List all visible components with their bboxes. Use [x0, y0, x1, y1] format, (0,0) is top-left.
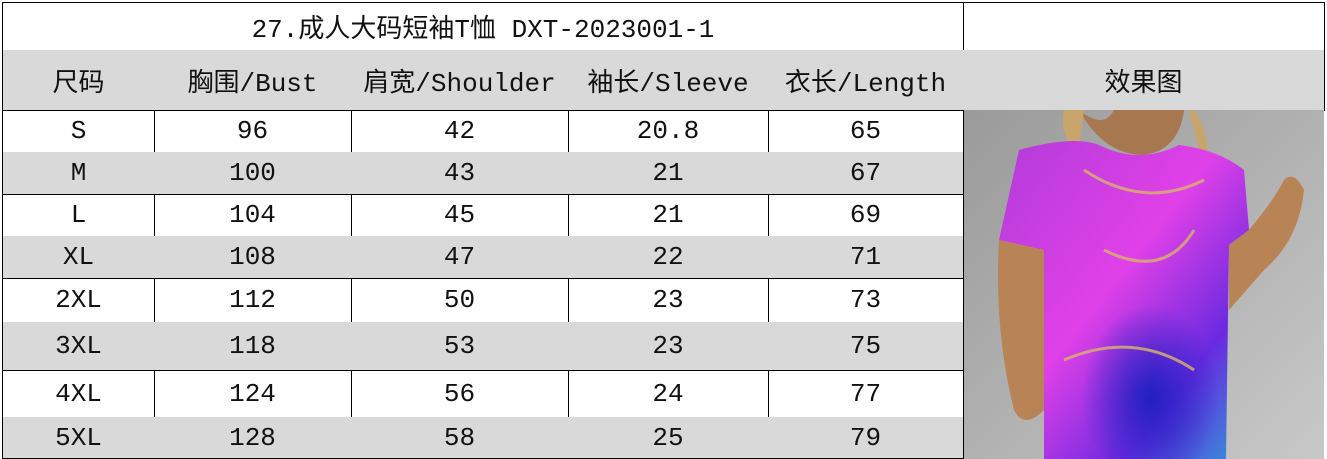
measurement: 22 — [568, 236, 769, 279]
measurement: 73 — [768, 278, 964, 323]
size-label: XL — [3, 236, 155, 279]
measurement: 75 — [768, 322, 964, 371]
measurement: 71 — [768, 236, 964, 279]
size-label: 3XL — [3, 322, 155, 371]
size-label: L — [3, 194, 155, 237]
column-header: 尺码 — [3, 50, 155, 111]
measurement: 69 — [768, 194, 964, 237]
measurement: 100 — [154, 152, 352, 195]
empty-cell — [963, 3, 1325, 51]
measurement: 67 — [768, 152, 964, 195]
measurement: 56 — [351, 370, 569, 418]
column-header: 肩宽/Shoulder — [351, 50, 569, 111]
measurement: 42 — [351, 110, 569, 153]
measurement: 104 — [154, 194, 352, 237]
frame-left — [2, 2, 3, 459]
measurement: 96 — [154, 110, 352, 153]
column-header: 效果图 — [963, 50, 1325, 111]
column-header: 衣长/Length — [768, 50, 964, 111]
measurement: 65 — [768, 110, 964, 153]
size-label: 4XL — [3, 370, 155, 418]
measurement: 77 — [768, 370, 964, 418]
measurement: 23 — [568, 322, 769, 371]
measurement: 45 — [351, 194, 569, 237]
measurement: 128 — [154, 417, 352, 459]
measurement: 112 — [154, 278, 352, 323]
table-title: 27.成人大码短袖T恤 DXT-2023001-1 — [3, 3, 964, 51]
measurement: 25 — [568, 417, 769, 459]
measurement: 124 — [154, 370, 352, 418]
measurement: 58 — [351, 417, 569, 459]
measurement: 79 — [768, 417, 964, 459]
measurement: 50 — [351, 278, 569, 323]
measurement: 47 — [351, 236, 569, 279]
size-label: M — [3, 152, 155, 195]
measurement: 21 — [568, 152, 769, 195]
size-label: S — [3, 110, 155, 153]
column-header: 胸围/Bust — [154, 50, 352, 111]
size-label: 5XL — [3, 417, 155, 459]
measurement: 21 — [568, 194, 769, 237]
measurement: 20.8 — [568, 110, 769, 153]
measurement: 43 — [351, 152, 569, 195]
column-header: 袖长/Sleeve — [568, 50, 769, 111]
measurement: 108 — [154, 236, 352, 279]
measurement: 118 — [154, 322, 352, 371]
frame-top — [2, 2, 1325, 3]
size-label: 2XL — [3, 278, 155, 323]
measurement: 23 — [568, 278, 769, 323]
measurement: 53 — [351, 322, 569, 371]
product-photo — [964, 110, 1324, 459]
measurement: 24 — [568, 370, 769, 418]
